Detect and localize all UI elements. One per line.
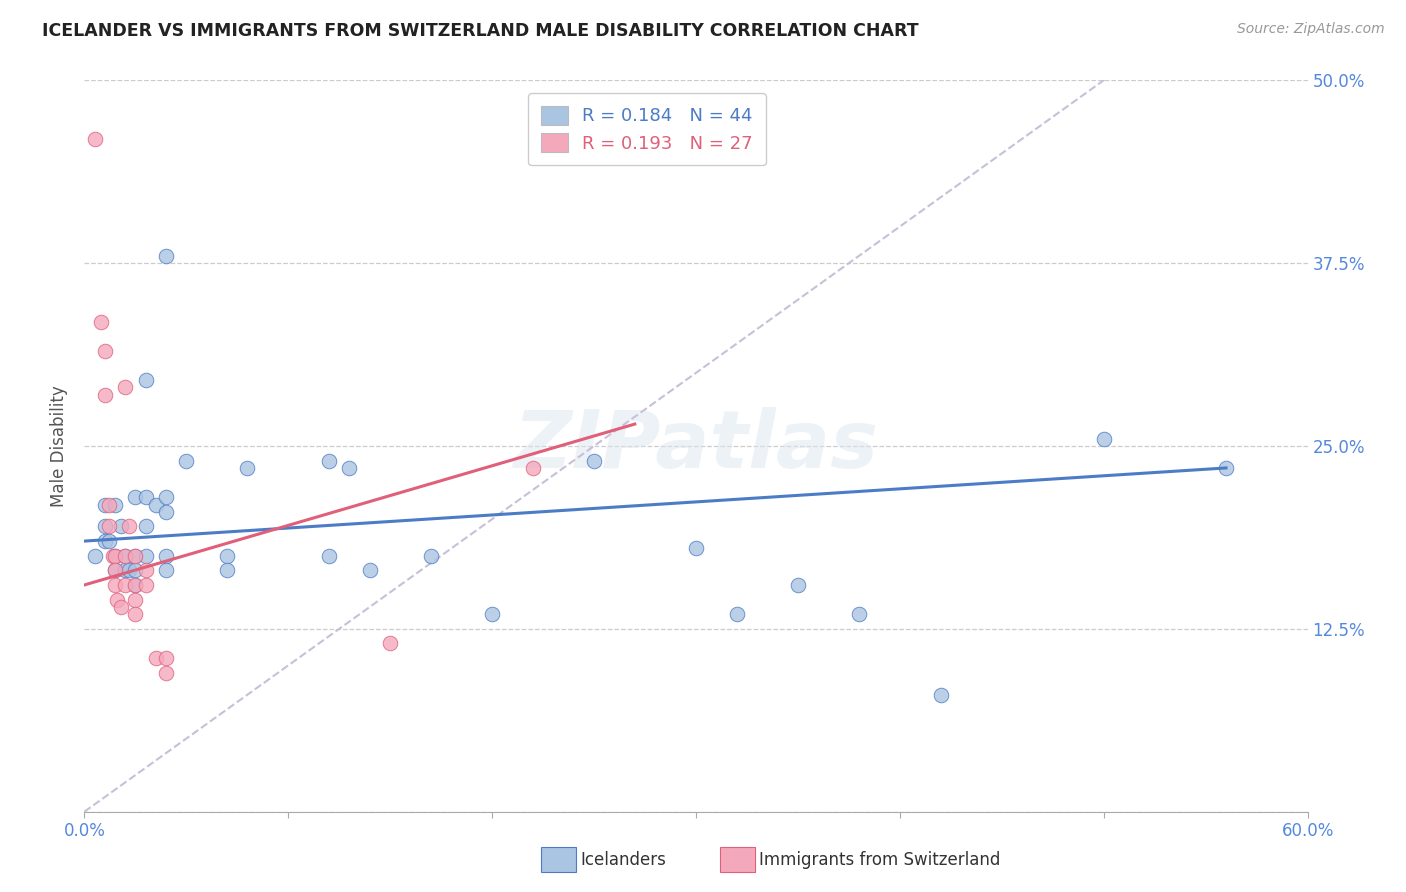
Point	[929, 688, 952, 702]
Point	[118, 563, 141, 577]
Point	[339, 461, 361, 475]
Point	[114, 549, 136, 563]
Point	[318, 453, 340, 467]
Point	[124, 549, 146, 563]
Point	[1092, 432, 1115, 446]
Point	[318, 549, 340, 563]
Point	[104, 549, 127, 563]
Point	[481, 607, 503, 622]
Point	[420, 549, 443, 563]
Point	[145, 498, 167, 512]
Point	[848, 607, 870, 622]
Point	[93, 343, 117, 358]
Point	[104, 549, 127, 563]
Text: Icelanders: Icelanders	[581, 851, 666, 869]
Point	[93, 498, 117, 512]
Point	[583, 453, 606, 467]
Point	[124, 592, 146, 607]
Point	[114, 380, 136, 394]
Point	[217, 563, 239, 577]
Point	[93, 388, 117, 402]
Point	[110, 519, 132, 533]
Text: ZIPatlas: ZIPatlas	[513, 407, 879, 485]
Point	[1215, 461, 1237, 475]
Point	[135, 519, 157, 533]
Point	[380, 636, 402, 650]
Point	[155, 505, 177, 519]
Point	[124, 490, 146, 504]
Point	[725, 607, 748, 622]
Point	[787, 578, 810, 592]
Point	[97, 498, 120, 512]
Point	[145, 651, 167, 665]
Point	[522, 461, 544, 475]
Point	[104, 563, 127, 577]
Point	[114, 563, 136, 577]
Text: Immigrants from Switzerland: Immigrants from Switzerland	[759, 851, 1001, 869]
Point	[155, 563, 177, 577]
Point	[236, 461, 259, 475]
Point	[97, 519, 120, 533]
Point	[124, 563, 146, 577]
Point	[135, 578, 157, 592]
Point	[685, 541, 707, 556]
Point	[135, 373, 157, 387]
Point	[114, 578, 136, 592]
Point	[101, 549, 124, 563]
Point	[135, 490, 157, 504]
Point	[359, 563, 381, 577]
Point	[110, 599, 132, 614]
Point	[135, 549, 157, 563]
Point	[217, 549, 239, 563]
Point	[104, 498, 127, 512]
Point	[93, 519, 117, 533]
Point	[176, 453, 198, 467]
Point	[155, 651, 177, 665]
Point	[124, 578, 146, 592]
Point	[93, 534, 117, 549]
Point	[104, 563, 127, 577]
Point	[124, 578, 146, 592]
Legend: R = 0.184   N = 44, R = 0.193   N = 27: R = 0.184 N = 44, R = 0.193 N = 27	[529, 93, 766, 165]
Text: Source: ZipAtlas.com: Source: ZipAtlas.com	[1237, 22, 1385, 37]
Y-axis label: Male Disability: Male Disability	[51, 385, 69, 507]
Point	[155, 490, 177, 504]
Point	[104, 578, 127, 592]
Point	[90, 315, 112, 329]
Point	[83, 132, 105, 146]
Point	[155, 549, 177, 563]
Point	[97, 534, 120, 549]
Point	[155, 249, 177, 263]
Point	[83, 549, 105, 563]
Point	[105, 592, 128, 607]
Point	[118, 519, 141, 533]
Point	[155, 665, 177, 680]
Text: ICELANDER VS IMMIGRANTS FROM SWITZERLAND MALE DISABILITY CORRELATION CHART: ICELANDER VS IMMIGRANTS FROM SWITZERLAND…	[42, 22, 918, 40]
Point	[124, 607, 146, 622]
Point	[124, 549, 146, 563]
Point	[114, 549, 136, 563]
Point	[135, 563, 157, 577]
